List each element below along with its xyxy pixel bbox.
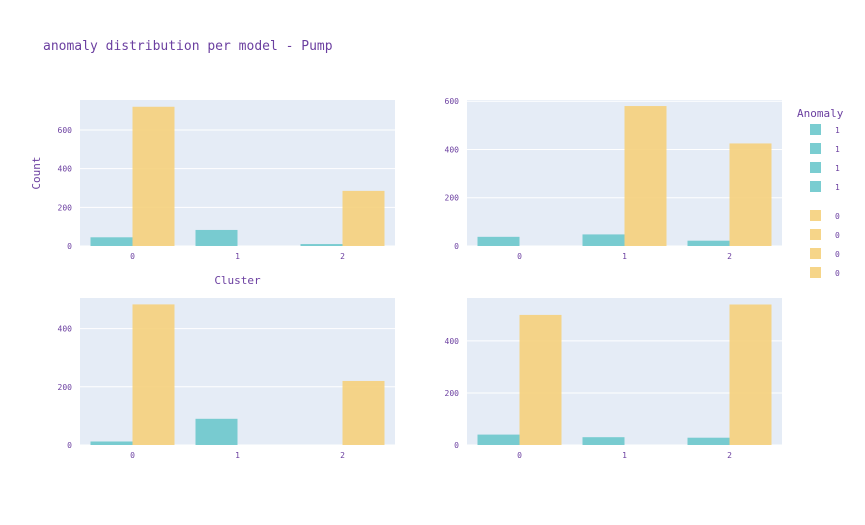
bar-anomaly-0-cluster-1[interactable] [624,106,667,247]
legend-label: 1 [835,183,840,192]
legend-label: 1 [835,145,840,154]
legend-swatch [810,143,821,154]
bar-anomaly-1-cluster-0[interactable] [477,434,520,445]
x-tick-label: 0 [130,252,135,261]
x-tick-label: 2 [727,451,732,460]
x-tick-label: 0 [517,451,522,460]
y-tick-label: 400 [58,325,73,334]
bar-anomaly-1-cluster-1[interactable] [195,418,238,445]
bar-anomaly-1-cluster-0[interactable] [90,237,133,246]
legend-item[interactable]: 0 [810,210,840,221]
legend-label: 1 [835,126,840,135]
chart-title: anomaly distribution per model - Pump [43,39,333,54]
x-tick-label: 2 [340,451,345,460]
y-tick-label: 200 [445,389,460,398]
y-tick-label: 0 [454,242,459,251]
bar-anomaly-0-cluster-2[interactable] [729,143,772,246]
y-tick-label: 600 [58,126,73,135]
bar-anomaly-1-cluster-2[interactable] [687,437,730,445]
bar-anomaly-1-cluster-1[interactable] [582,437,625,445]
bar-anomaly-1-cluster-2[interactable] [687,240,730,246]
legend-item[interactable]: 0 [810,267,840,278]
bar-anomaly-0-cluster-0[interactable] [519,314,562,445]
x-tick-label: 2 [727,252,732,261]
x-tick-label: 1 [235,451,240,460]
y-axis-title: Count [30,156,43,189]
legend-item[interactable]: 1 [810,124,840,135]
y-tick-label: 400 [58,165,73,174]
legend-swatch [810,124,821,135]
bar-anomaly-1-cluster-1[interactable] [195,229,238,246]
bar-anomaly-0-cluster-0[interactable] [132,304,175,445]
legend-label: 0 [835,269,840,278]
y-tick-label: 400 [445,337,460,346]
y-tick-label: 0 [67,242,72,251]
x-tick-label: 1 [235,252,240,261]
subplot-1: 0 200 400 600 0 1 2 [445,97,782,261]
legend-label: 0 [835,231,840,240]
y-tick-label: 600 [445,97,460,106]
subplot-2: 0 200 400 0 1 2 [58,298,395,460]
y-tick-label: 0 [67,441,72,450]
bar-anomaly-0-cluster-2[interactable] [729,304,772,445]
legend-item[interactable]: 1 [810,143,840,154]
legend-swatch [810,267,821,278]
x-tick-label: 1 [622,252,627,261]
bar-anomaly-1-cluster-2[interactable] [300,244,343,246]
subplot-0: 0 200 400 600 0 1 2 Cluster Count [30,100,395,287]
legend-item[interactable]: 0 [810,248,840,259]
legend-item[interactable]: 1 [810,162,840,173]
legend-swatch [810,210,821,221]
legend-label: 1 [835,164,840,173]
subplot-3: 0 200 400 0 1 2 [445,298,782,460]
legend-title: Anomaly [797,107,844,120]
legend-label: 0 [835,212,840,221]
bar-anomaly-0-cluster-2[interactable] [342,190,385,246]
legend-label: 0 [835,250,840,259]
y-tick-label: 200 [58,203,73,212]
x-tick-label: 0 [517,252,522,261]
legend-swatch [810,181,821,192]
bar-anomaly-1-cluster-0[interactable] [477,236,520,246]
legend-swatch [810,229,821,240]
bar-anomaly-1-cluster-0[interactable] [90,441,133,445]
y-tick-label: 0 [454,441,459,450]
legend-swatch [810,248,821,259]
bar-anomaly-0-cluster-2[interactable] [342,380,385,445]
x-tick-label: 1 [622,451,627,460]
y-tick-label: 200 [58,383,73,392]
x-tick-label: 2 [340,252,345,261]
x-axis-title: Cluster [214,274,261,287]
legend-item[interactable]: 0 [810,229,840,240]
y-tick-label: 400 [445,145,460,154]
legend-swatch [810,162,821,173]
legend[interactable]: Anomaly 1 1 1 1 0 0 0 0 [797,107,844,278]
y-tick-label: 200 [445,194,460,203]
legend-item[interactable]: 1 [810,181,840,192]
bar-anomaly-1-cluster-1[interactable] [582,234,625,246]
x-tick-label: 0 [130,451,135,460]
bar-anomaly-0-cluster-0[interactable] [132,106,175,246]
